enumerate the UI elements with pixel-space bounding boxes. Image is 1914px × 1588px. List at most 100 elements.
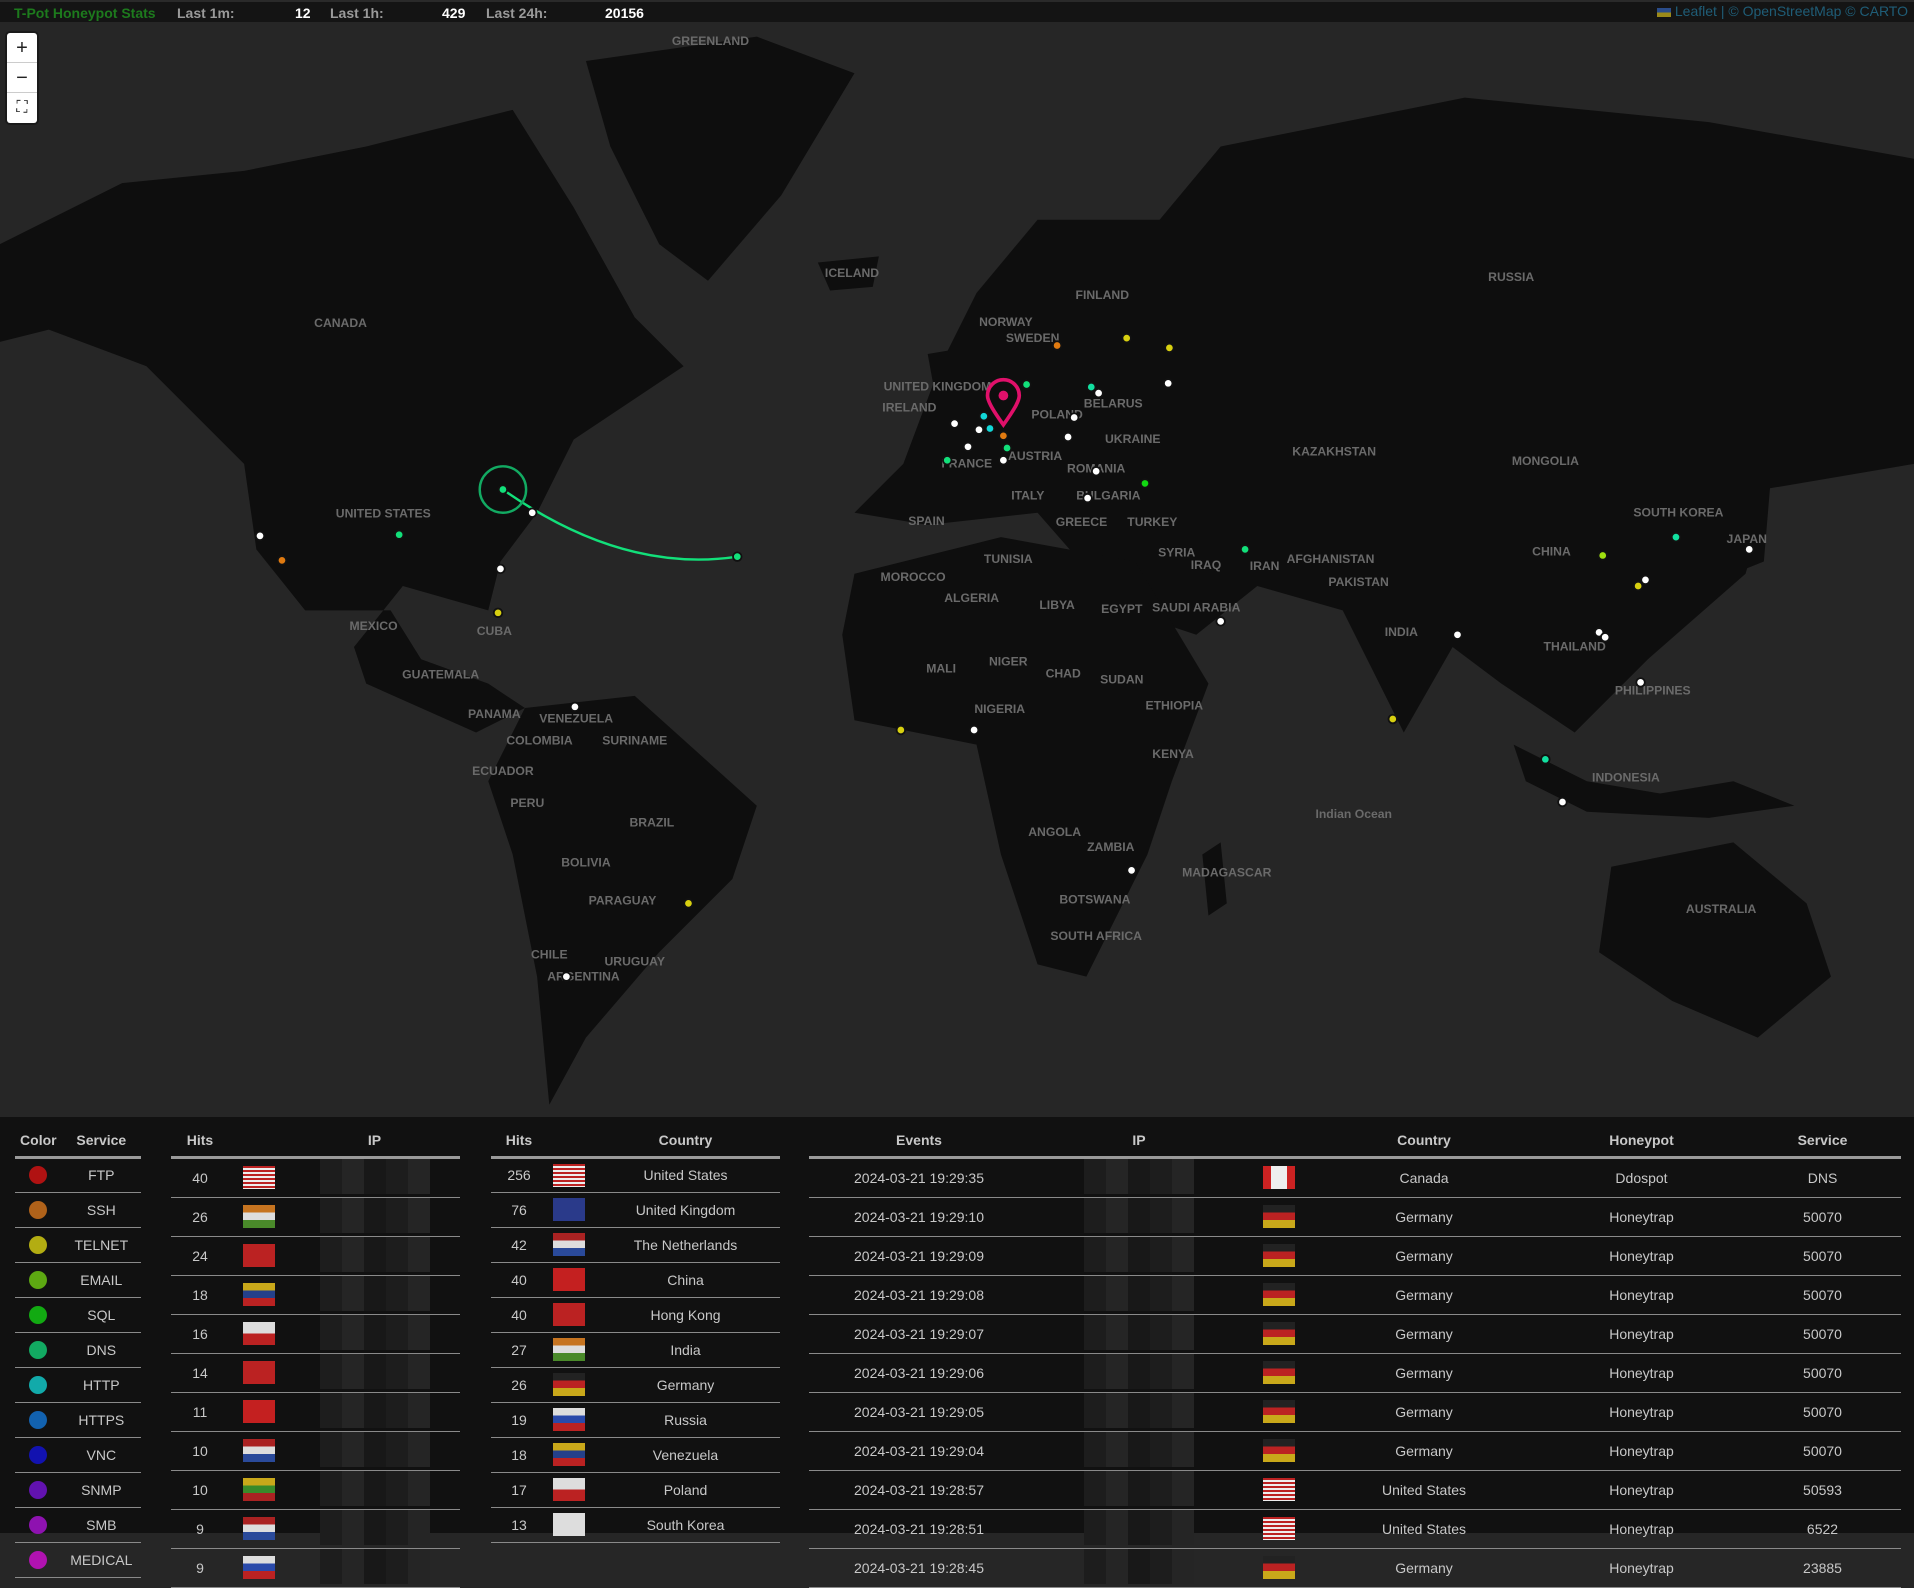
event-row[interactable]: 2024-03-21 19:29:04 Germany Honeytrap 50070 <box>809 1431 1901 1471</box>
table-row[interactable]: 17 Poland <box>491 1472 780 1508</box>
event-row[interactable]: 2024-03-21 19:29:06 Germany Honeytrap 50070 <box>809 1353 1901 1393</box>
attack-marker[interactable] <box>393 529 405 540</box>
attack-marker[interactable] <box>492 607 504 619</box>
event-row[interactable]: 2024-03-21 19:28:45 Germany Honeytrap 23885 <box>809 1548 1901 1588</box>
fullscreen-button[interactable]: ⛶ <box>16 99 28 116</box>
attack-marker[interactable] <box>973 424 985 435</box>
attack-marker[interactable] <box>1139 478 1151 489</box>
attack-marker[interactable] <box>1164 342 1175 354</box>
col-service: Service <box>1744 1125 1901 1159</box>
attack-marker[interactable] <box>978 411 990 422</box>
attack-marker[interactable] <box>1068 412 1080 423</box>
attack-marker[interactable] <box>984 423 996 434</box>
table-row[interactable]: 10 <box>171 1470 460 1510</box>
table-row[interactable]: 18 Venezuela <box>491 1437 780 1473</box>
table-row[interactable]: 26 <box>171 1197 460 1237</box>
table-row[interactable]: 40 China <box>491 1262 780 1298</box>
attack-marker[interactable] <box>683 898 694 909</box>
table-row[interactable]: 40 <box>171 1157 460 1198</box>
attack-marker[interactable] <box>1062 431 1074 443</box>
attack-marker[interactable] <box>895 724 907 736</box>
attack-marker[interactable] <box>276 555 288 566</box>
attack-marker[interactable] <box>1126 865 1137 876</box>
attack-marker[interactable] <box>1090 466 1102 477</box>
table-row[interactable]: 9 <box>171 1548 460 1588</box>
attack-marker[interactable] <box>732 551 743 562</box>
event-row[interactable]: 2024-03-21 19:29:05 Germany Honeytrap 50070 <box>809 1392 1901 1432</box>
osm-link[interactable]: © OpenStreetMap <box>1728 3 1842 19</box>
attack-marker[interactable] <box>949 418 960 429</box>
zoom-in-button[interactable]: + <box>7 33 37 63</box>
event-row[interactable]: 2024-03-21 19:29:07 Germany Honeytrap 50070 <box>809 1314 1901 1354</box>
table-row[interactable]: 13 South Korea <box>491 1507 780 1543</box>
attack-marker[interactable] <box>527 507 538 518</box>
attack-marker[interactable] <box>1640 574 1651 586</box>
attack-marker[interactable] <box>968 724 980 736</box>
event-row[interactable]: 2024-03-21 19:28:51 United States Honeytra… <box>809 1509 1901 1549</box>
ip-address-redacted <box>319 1431 430 1467</box>
attack-marker[interactable] <box>1162 378 1174 389</box>
honeypot-pin-icon[interactable] <box>985 377 1022 428</box>
attack-marker[interactable] <box>1215 616 1226 627</box>
attack-marker[interactable] <box>1001 442 1013 454</box>
attack-marker[interactable] <box>1121 332 1132 344</box>
event-row[interactable]: 2024-03-21 19:29:09 Germany Honeytrap 50070 <box>809 1236 1901 1276</box>
map-label: AUSTRIA <box>1008 449 1062 463</box>
table-row[interactable]: 19 Russia <box>491 1402 780 1438</box>
table-row[interactable]: 24 <box>171 1236 460 1276</box>
table-row[interactable]: 10 <box>171 1431 460 1471</box>
table-row[interactable]: 256 United States <box>491 1157 780 1193</box>
attack-marker[interactable] <box>1744 544 1755 555</box>
map-label: ITALY <box>1011 488 1044 502</box>
event-row[interactable]: 2024-03-21 19:29:10 Germany Honeytrap 50070 <box>809 1197 1901 1237</box>
attack-marker[interactable] <box>569 701 581 713</box>
attack-marker[interactable] <box>1387 713 1398 725</box>
table-row[interactable]: 18 <box>171 1275 460 1315</box>
event-row[interactable]: 2024-03-21 19:29:08 Germany Honeytrap 50070 <box>809 1275 1901 1315</box>
ip-address-redacted <box>1084 1392 1194 1428</box>
table-row[interactable]: 76 United Kingdom <box>491 1192 780 1228</box>
event-row[interactable]: 2024-03-21 19:28:57 United States Honeytra… <box>809 1470 1901 1510</box>
attack-marker[interactable] <box>1452 629 1463 640</box>
attack-marker[interactable] <box>1082 492 1093 504</box>
table-row[interactable]: 40 Hong Kong <box>491 1297 780 1333</box>
map-label: KENYA <box>1152 747 1194 761</box>
table-row[interactable]: 11 <box>171 1392 460 1432</box>
attack-marker[interactable] <box>1557 796 1568 808</box>
attack-marker[interactable] <box>1635 677 1646 688</box>
attack-marker[interactable] <box>254 530 266 542</box>
attack-marker[interactable] <box>1540 754 1551 765</box>
attack-marker[interactable] <box>1239 544 1251 555</box>
world-map[interactable]: GREENLAND CANADA UNITED STATES MEXICO CUBA GU… <box>0 0 1914 1117</box>
attack-marker[interactable] <box>1051 340 1063 351</box>
leaflet-link[interactable]: Leaflet <box>1674 3 1717 19</box>
attack-marker[interactable] <box>962 441 974 452</box>
zoom-out-button[interactable]: − <box>7 63 37 93</box>
attack-marker[interactable] <box>1670 531 1682 543</box>
attack-marker[interactable] <box>1597 550 1608 561</box>
attack-marker[interactable] <box>1599 632 1611 643</box>
table-row[interactable]: 42 The Netherlands <box>491 1227 780 1263</box>
table-row[interactable]: 14 <box>171 1353 460 1393</box>
attack-marker[interactable] <box>1632 580 1644 592</box>
table-row[interactable]: 16 <box>171 1314 460 1354</box>
attack-marker[interactable] <box>942 455 953 466</box>
attack-marker[interactable] <box>1093 387 1104 399</box>
attack-marker[interactable] <box>998 455 1009 466</box>
col-service: Service <box>61 1125 141 1159</box>
attack-marker[interactable] <box>1086 381 1097 393</box>
table-row[interactable]: 26 Germany <box>491 1367 780 1403</box>
attack-marker[interactable] <box>497 484 509 495</box>
map-attribution: Leaflet | © OpenStreetMap © CARTO <box>1650 2 1914 22</box>
event-row[interactable]: 2024-03-21 19:29:35 Canada Ddospot DNS <box>809 1157 1901 1198</box>
map-label: THAILAND <box>1544 640 1606 654</box>
table-row[interactable]: 27 India <box>491 1332 780 1368</box>
attack-marker[interactable] <box>1021 379 1032 390</box>
attack-marker[interactable] <box>998 430 1009 442</box>
attack-marker[interactable] <box>561 971 572 982</box>
legend-row: SSH <box>15 1192 141 1228</box>
table-row[interactable]: 9 <box>171 1509 460 1549</box>
legend-row: SQL <box>15 1297 141 1333</box>
attack-marker[interactable] <box>495 563 506 575</box>
carto-link[interactable]: © CARTO <box>1845 3 1908 19</box>
